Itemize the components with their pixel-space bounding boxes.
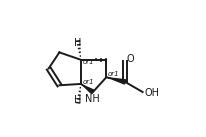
- Polygon shape: [81, 84, 94, 94]
- Text: NH: NH: [85, 94, 99, 104]
- Text: O: O: [126, 54, 134, 64]
- Text: or1: or1: [108, 71, 120, 77]
- Text: or1: or1: [83, 59, 94, 65]
- Text: H: H: [75, 95, 82, 105]
- Polygon shape: [106, 77, 126, 84]
- Text: or1: or1: [83, 79, 94, 85]
- Text: OH: OH: [144, 88, 159, 98]
- Text: H: H: [75, 38, 82, 48]
